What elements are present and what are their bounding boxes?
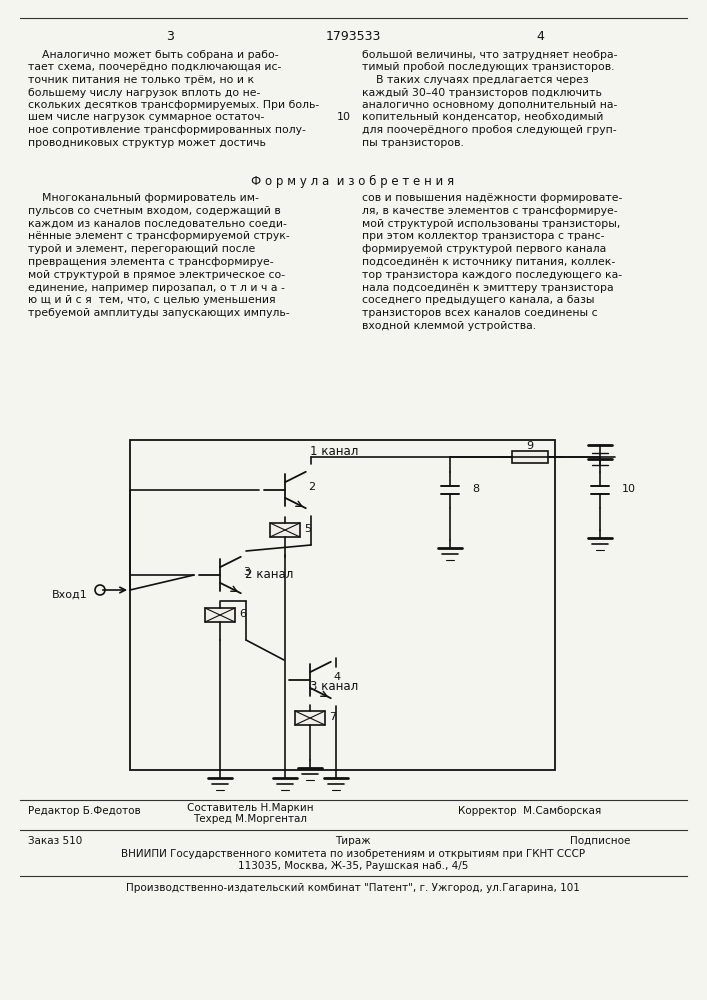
Text: Редактор Б.Федотов: Редактор Б.Федотов	[28, 806, 141, 816]
Text: 10: 10	[622, 484, 636, 494]
Text: формируемой структурой первого канала: формируемой структурой первого канала	[362, 244, 606, 254]
Text: Тираж: Тираж	[335, 836, 370, 846]
Text: единение, например пирозапал, о т л и ч а -: единение, например пирозапал, о т л и ч …	[28, 283, 285, 293]
Text: ВНИИПИ Государственного комитета по изобретениям и открытиям при ГКНТ СССР: ВНИИПИ Государственного комитета по изоб…	[121, 849, 585, 859]
Text: подсоединён к источнику питания, коллек-: подсоединён к источнику питания, коллек-	[362, 257, 615, 267]
Text: скольких десятков трансформируемых. При боль-: скольких десятков трансформируемых. При …	[28, 100, 320, 110]
Text: большему числу нагрузок вплоть до не-: большему числу нагрузок вплоть до не-	[28, 88, 260, 98]
Text: каждом из каналов последовательно соеди-: каждом из каналов последовательно соеди-	[28, 219, 287, 229]
Text: аналогично основному дополнительный на-: аналогично основному дополнительный на-	[362, 100, 617, 110]
Text: ля, в качестве элементов с трансформируе-: ля, в качестве элементов с трансформируе…	[362, 206, 618, 216]
Text: каждый 30–40 транзисторов подключить: каждый 30–40 транзисторов подключить	[362, 88, 602, 98]
Bar	[295, 711, 325, 725]
Text: 4: 4	[334, 672, 341, 682]
Text: 1 канал: 1 канал	[310, 445, 358, 458]
Text: точник питания не только трём, но и к: точник питания не только трём, но и к	[28, 75, 254, 85]
Text: мой структурой использованы транзисторы,: мой структурой использованы транзисторы,	[362, 219, 620, 229]
Text: ю щ и й с я  тем, что, с целью уменьшения: ю щ и й с я тем, что, с целью уменьшения	[28, 295, 276, 305]
Bar	[512, 451, 548, 463]
Text: входной клеммой устройства.: входной клеммой устройства.	[362, 321, 536, 331]
Text: для поочерёдного пробоя следующей груп-: для поочерёдного пробоя следующей груп-	[362, 125, 617, 135]
Text: требуемой амплитуды запускающих импуль-: требуемой амплитуды запускающих импуль-	[28, 308, 290, 318]
Text: тимый пробой последующих транзисторов.: тимый пробой последующих транзисторов.	[362, 62, 614, 73]
Text: соседнего предыдущего канала, а базы: соседнего предыдущего канала, а базы	[362, 295, 595, 305]
Text: 1793533: 1793533	[325, 30, 380, 43]
Text: В таких случаях предлагается через: В таких случаях предлагается через	[362, 75, 589, 85]
Text: Вход1: Вход1	[52, 590, 88, 600]
Text: нённые элемент с трансформируемой струк-: нённые элемент с трансформируемой струк-	[28, 231, 290, 241]
Text: ное сопротивление трансформированных полу-: ное сопротивление трансформированных пол…	[28, 125, 306, 135]
Text: Аналогично может быть собрана и рабо-: Аналогично может быть собрана и рабо-	[28, 50, 279, 60]
Text: 5: 5	[304, 524, 311, 534]
Text: Многоканальный формирователь им-: Многоканальный формирователь им-	[28, 193, 259, 203]
Text: 113035, Москва, Ж-35, Раушская наб., 4/5: 113035, Москва, Ж-35, Раушская наб., 4/5	[238, 861, 468, 871]
Text: шем числе нагрузок суммарное остаточ-: шем числе нагрузок суммарное остаточ-	[28, 112, 264, 122]
Text: мой структурой в прямое электрическое со-: мой структурой в прямое электрическое со…	[28, 270, 285, 280]
Text: превращения элемента с трансформируе-: превращения элемента с трансформируе-	[28, 257, 274, 267]
Text: Заказ 510: Заказ 510	[28, 836, 82, 846]
Text: турой и элемент, перегорающий после: турой и элемент, перегорающий после	[28, 244, 255, 254]
Bar	[205, 608, 235, 622]
Text: 6: 6	[239, 609, 246, 619]
Text: тает схема, поочерёдно подключающая ис-: тает схема, поочерёдно подключающая ис-	[28, 62, 281, 73]
Text: Составитель Н.Маркин: Составитель Н.Маркин	[187, 803, 313, 813]
Text: транзисторов всех каналов соединены с: транзисторов всех каналов соединены с	[362, 308, 597, 318]
Text: Ф о р м у л а  и з о б р е т е н и я: Ф о р м у л а и з о б р е т е н и я	[252, 175, 455, 188]
Text: 2 канал: 2 канал	[245, 568, 293, 581]
Text: 3 канал: 3 канал	[310, 680, 358, 693]
Text: 10: 10	[337, 112, 351, 122]
Text: Техред М.Моргентал: Техред М.Моргентал	[193, 814, 307, 824]
Text: 4: 4	[536, 30, 544, 43]
Text: 3: 3	[166, 30, 174, 43]
Text: 7: 7	[329, 712, 336, 722]
Text: Корректор  М.Самборская: Корректор М.Самборская	[458, 806, 602, 816]
Text: копительный конденсатор, необходимый: копительный конденсатор, необходимый	[362, 112, 603, 122]
Bar	[130, 440, 555, 770]
Text: нала подсоединён к эмиттеру транзистора: нала подсоединён к эмиттеру транзистора	[362, 283, 614, 293]
Text: сов и повышения надёжности формировате-: сов и повышения надёжности формировате-	[362, 193, 622, 203]
Bar	[270, 523, 300, 537]
Text: тор транзистора каждого последующего ка-: тор транзистора каждого последующего ка-	[362, 270, 622, 280]
Text: 8: 8	[472, 484, 479, 494]
Text: Подписное: Подписное	[570, 836, 630, 846]
Text: 9: 9	[527, 441, 534, 451]
Text: Производственно-издательский комбинат "Патент", г. Ужгород, ул.Гагарина, 101: Производственно-издательский комбинат "П…	[126, 883, 580, 893]
Text: 2: 2	[308, 482, 315, 492]
Text: большой величины, что затрудняет необра-: большой величины, что затрудняет необра-	[362, 50, 617, 60]
Text: 3: 3	[243, 567, 250, 577]
Text: пульсов со счетным входом, содержащий в: пульсов со счетным входом, содержащий в	[28, 206, 281, 216]
Text: пы транзисторов.: пы транзисторов.	[362, 137, 464, 147]
Text: при этом коллектор транзистора с транс-: при этом коллектор транзистора с транс-	[362, 231, 604, 241]
Text: проводниковых структур может достичь: проводниковых структур может достичь	[28, 137, 266, 147]
